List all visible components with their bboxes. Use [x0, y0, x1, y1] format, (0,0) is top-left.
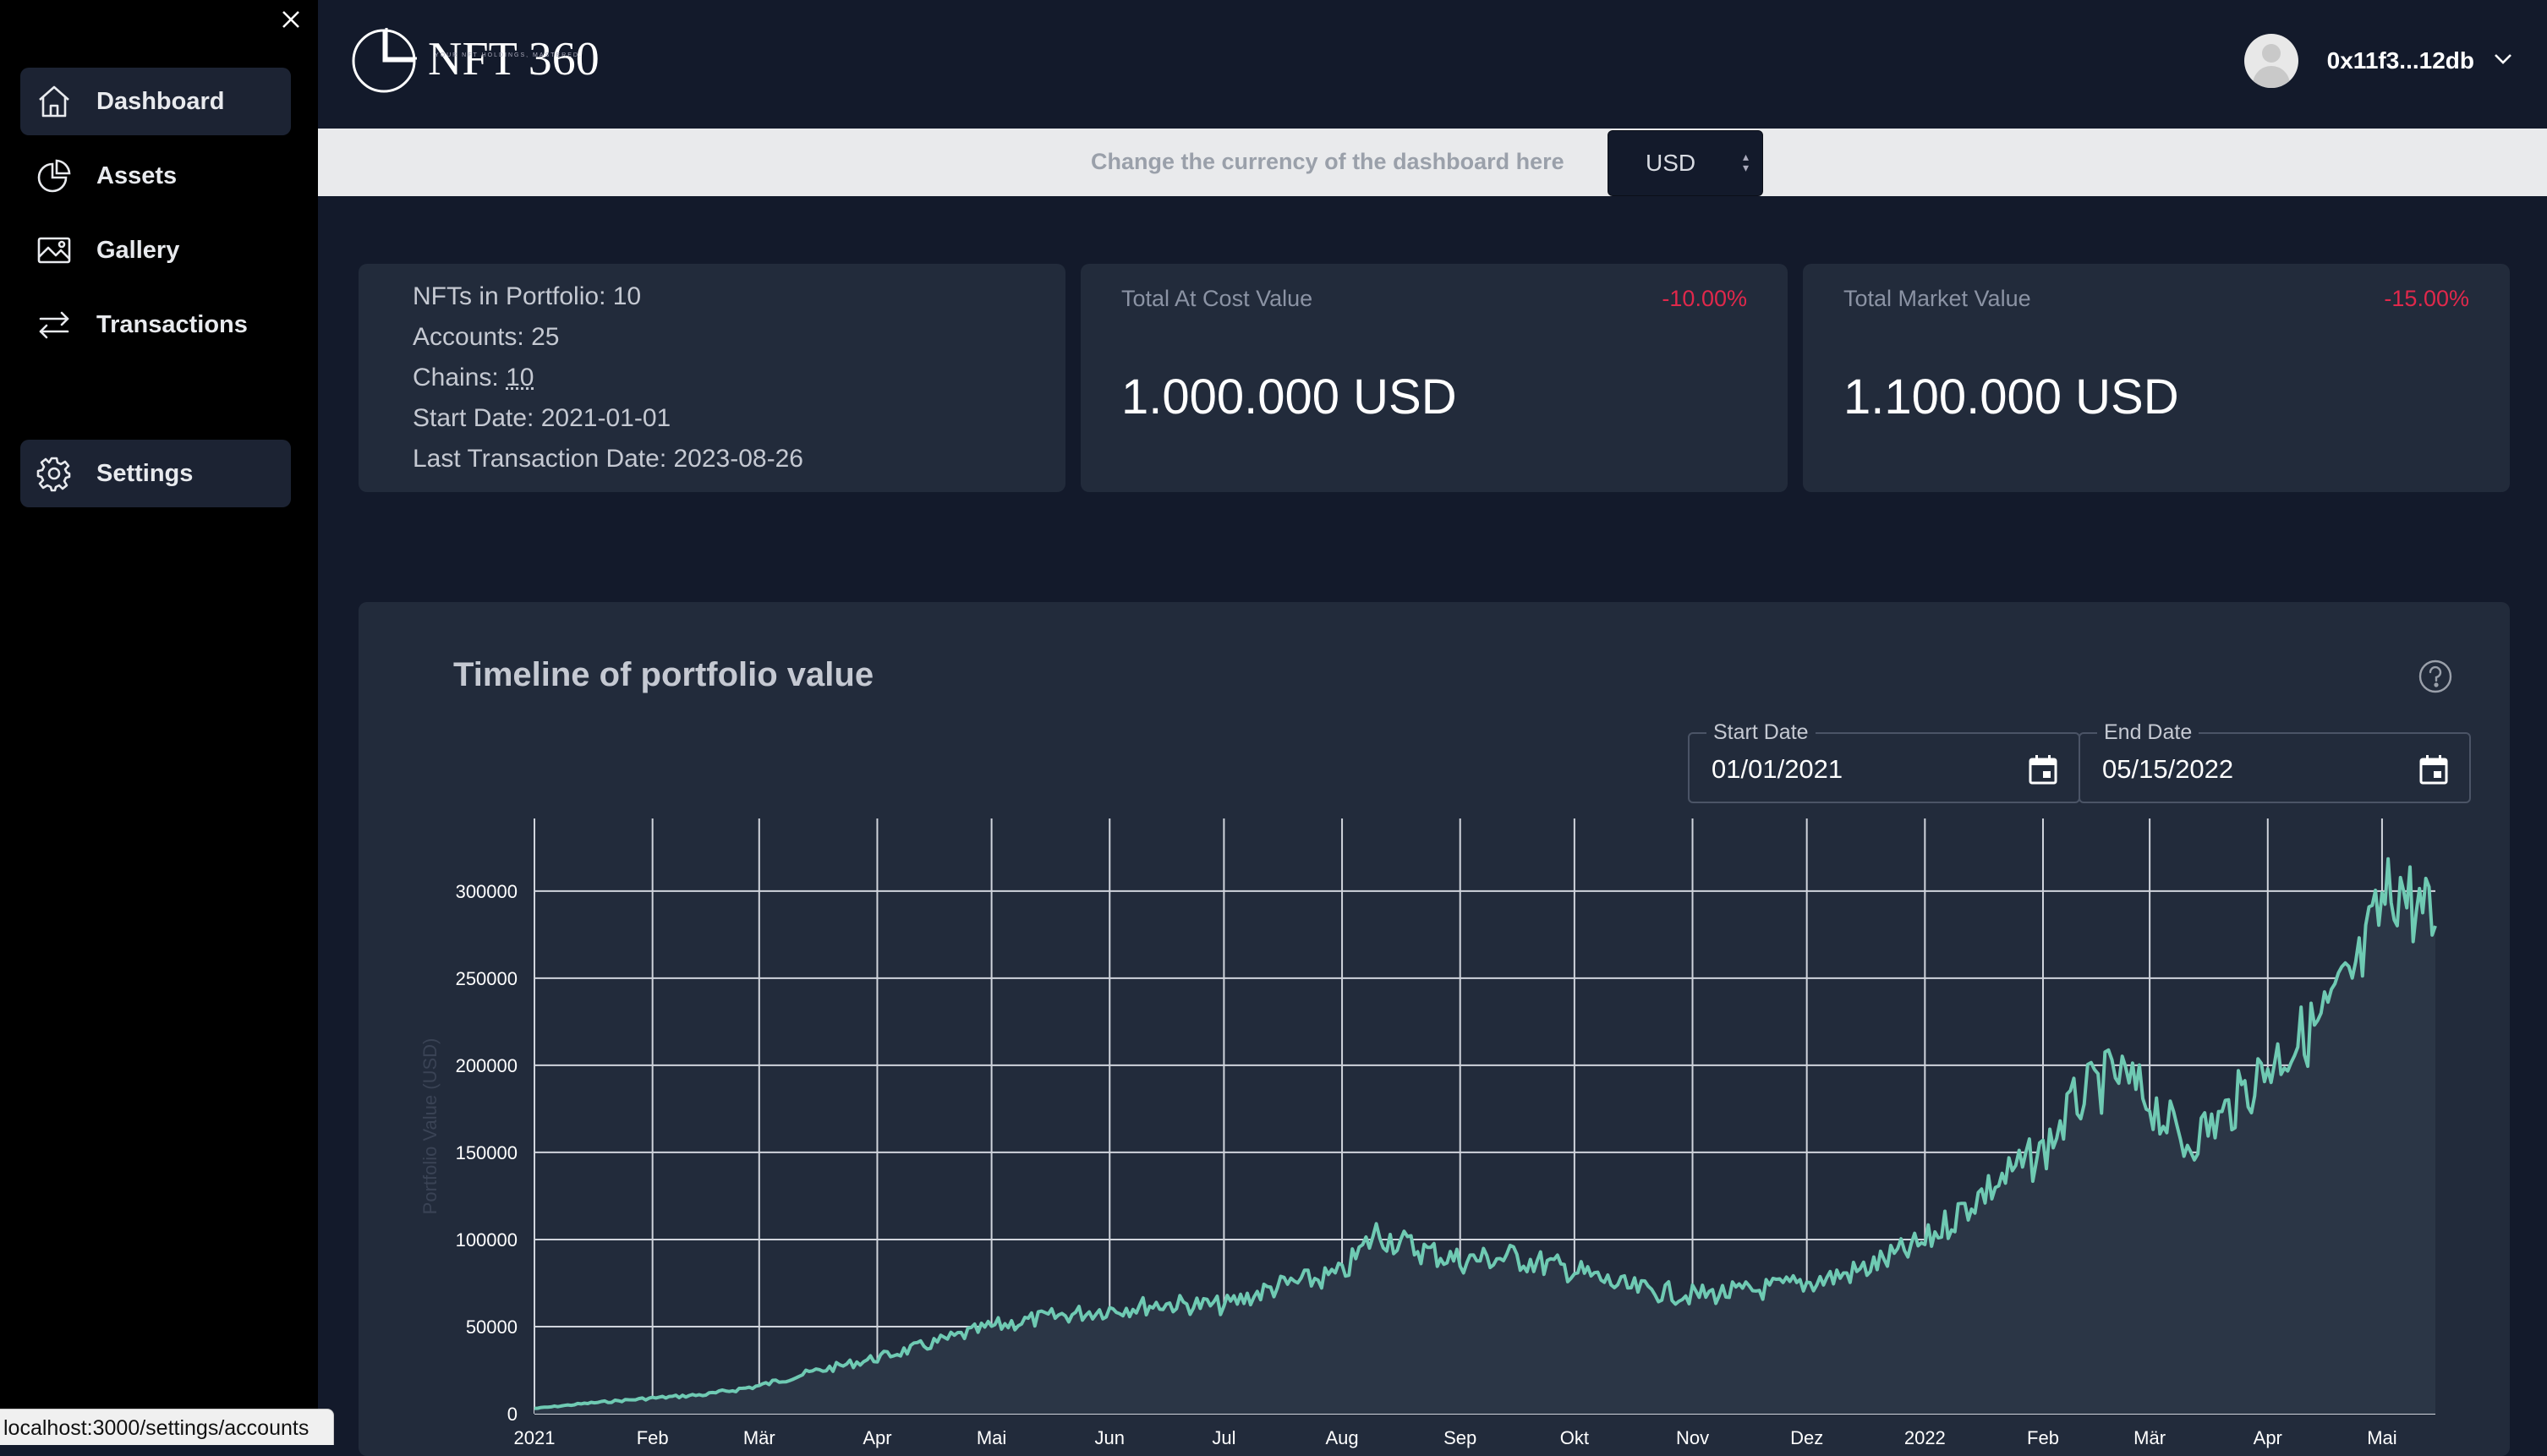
y-tick-label: 200000 [456, 1055, 518, 1076]
sidebar-item-label: Settings [96, 459, 194, 487]
currency-bar: Change the currency of the dashboard her… [318, 129, 2547, 196]
y-tick-label: 300000 [456, 881, 518, 902]
close-icon[interactable] [276, 5, 306, 36]
start-date-value: 01/01/2021 [1712, 754, 1843, 784]
y-tick-label: 50000 [466, 1316, 518, 1338]
x-tick-label: Apr [2254, 1427, 2282, 1448]
select-arrows-icon: ▴ ▾ [1742, 150, 1749, 174]
start-date-label: Start Date [1706, 720, 1816, 745]
end-date-value: 05/15/2022 [2102, 754, 2234, 784]
end-date-label: End Date [2097, 720, 2199, 745]
x-tick-label: Okt [1560, 1427, 1589, 1448]
sidebar-item-label: Dashboard [96, 87, 225, 115]
logo-text: NFT 360 [428, 33, 600, 85]
currency-prompt: Change the currency of the dashboard her… [1091, 149, 1564, 174]
x-tick-label: 2022 [1904, 1427, 1946, 1448]
cost-value-card: Total At Cost Value -10.00% 1.000.000 US… [1081, 264, 1788, 492]
chains-count: Chains: 10 [413, 364, 534, 392]
logo-tagline: YOUR NFT HOLDINGS, MASTERED. [435, 52, 583, 58]
market-value-label: Total Market Value [1843, 286, 2031, 311]
chains-label: Chains: [413, 364, 507, 391]
sidebar-item-label: Transactions [96, 310, 248, 338]
sidebar: Dashboard Assets Gallery Transactions Se… [0, 0, 318, 1444]
pie-chart-icon [36, 157, 73, 194]
x-tick-label: Jul [1212, 1427, 1235, 1448]
image-icon [36, 232, 73, 269]
calendar-icon[interactable] [2026, 753, 2060, 786]
x-tick-label: 2021 [514, 1427, 556, 1448]
chains-value[interactable]: 10 [506, 364, 534, 391]
x-tick-label: Aug [1325, 1427, 1358, 1448]
x-tick-label: Mär [2133, 1427, 2166, 1448]
currency-value: USD [1646, 150, 1696, 176]
cost-value-label: Total At Cost Value [1121, 286, 1313, 311]
sidebar-item-gallery[interactable]: Gallery [20, 216, 291, 284]
x-tick-label: Mai [2367, 1427, 2396, 1448]
sidebar-item-assets[interactable]: Assets [20, 142, 291, 210]
x-tick-label: Mai [977, 1427, 1006, 1448]
sidebar-item-dashboard[interactable]: Dashboard [20, 68, 291, 135]
chart-title: Timeline of portfolio value [453, 656, 874, 693]
calendar-icon[interactable] [2417, 753, 2451, 786]
x-tick-label: Mär [743, 1427, 775, 1448]
x-tick-label: Dez [1790, 1427, 1823, 1448]
cost-value: 1.000.000 USD [1121, 369, 1457, 424]
sidebar-item-label: Assets [96, 161, 178, 189]
cost-value-change: -10.00% [1662, 286, 1747, 311]
nfts-count: NFTs in Portfolio: 10 [413, 282, 642, 310]
x-tick-label: Feb [2027, 1427, 2059, 1448]
status-url: localhost:3000/settings/accounts [3, 1416, 309, 1440]
y-tick-label: 250000 [456, 968, 518, 989]
help-icon[interactable] [2417, 658, 2454, 695]
gear-icon [36, 455, 73, 492]
series-area [534, 858, 2435, 1414]
top-bar: NFT 360 YOUR NFT HOLDINGS, MASTERED. 0x1… [318, 0, 2547, 129]
x-tick-label: Nov [1676, 1427, 1709, 1448]
accounts-count: Accounts: 25 [413, 323, 560, 351]
account-menu[interactable]: 0x11f3...12db [2243, 34, 2513, 88]
y-tick-label: 0 [507, 1404, 518, 1425]
portfolio-summary-card: NFTs in Portfolio: 10 Accounts: 25 Chain… [359, 264, 1065, 492]
sidebar-item-transactions[interactable]: Transactions [20, 291, 291, 359]
x-tick-label: Apr [863, 1427, 891, 1448]
market-value: 1.100.000 USD [1843, 369, 2179, 424]
avatar [2243, 34, 2298, 88]
home-icon [36, 83, 73, 120]
series-line [534, 857, 2437, 1410]
y-tick-label: 100000 [456, 1229, 518, 1251]
chevron-down-icon [2493, 52, 2513, 70]
start-date: Start Date: 2021-01-01 [413, 404, 671, 432]
portfolio-chart: 2021 Feb Mär Apr Mai Jun Jul Aug Sep Okt Nov Dez 202… [419, 818, 2437, 1448]
logo[interactable]: NFT 360 [348, 24, 600, 95]
start-date-field[interactable]: Start Date 01/01/2021 [1688, 720, 2080, 803]
timeline-chart-card: Timeline of portfolio value Start Date 0… [359, 602, 2510, 1456]
browser-status-bar: localhost:3000/settings/accounts [0, 1409, 334, 1445]
sidebar-item-label: Gallery [96, 236, 180, 264]
end-date-field[interactable]: End Date 05/15/2022 [2079, 720, 2471, 803]
last-transaction-date: Last Transaction Date: 2023-08-26 [413, 445, 803, 473]
y-axis-label: Portfolio Value (USD) [419, 1038, 441, 1215]
account-address: 0x11f3...12db [2326, 47, 2474, 74]
market-value-card: Total Market Value -15.00% 1.100.000 USD [1803, 264, 2510, 492]
swap-arrows-icon [36, 306, 73, 343]
sidebar-item-settings[interactable]: Settings [20, 440, 291, 507]
currency-select[interactable]: USD ▴ ▾ [1608, 130, 1763, 196]
x-tick-label: Sep [1443, 1427, 1476, 1448]
logo-pie-icon [352, 28, 417, 93]
x-tick-label: Feb [637, 1427, 669, 1448]
x-tick-label: Jun [1095, 1427, 1125, 1448]
y-tick-label: 150000 [456, 1142, 518, 1163]
market-value-change: -15.00% [2384, 286, 2469, 311]
